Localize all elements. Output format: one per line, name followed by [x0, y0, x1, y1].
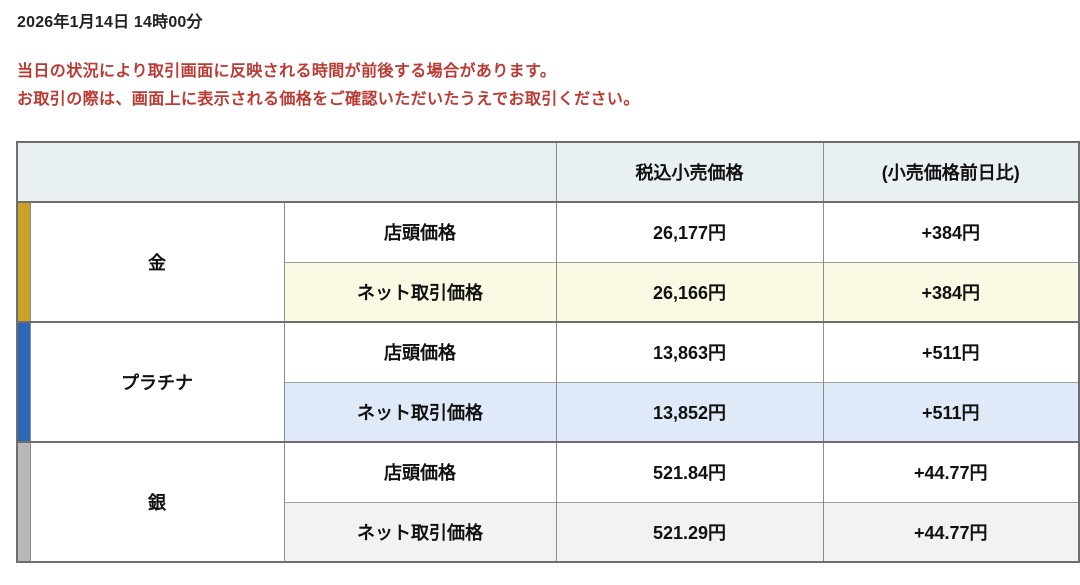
table-row-gold-net: ネット取引価格 26,166円 +384円: [17, 261, 1080, 322]
platinum-store-price: 13,863円: [555, 321, 824, 382]
price-type-store: 店頭価格: [283, 441, 557, 502]
notice-line-1: 当日の状況により取引画面に反映される時間が前後する場合があります。: [17, 63, 557, 80]
header-retail-price: 税込小売価格: [555, 142, 824, 203]
table-body: 金 店頭価格 26,177円 +384円 ネット取引価格 26,166円 +38…: [17, 201, 1080, 562]
price-type-net: ネット取引価格: [283, 501, 557, 562]
silver-net-price: 521.29円: [555, 501, 824, 562]
table-row-platinum-store: プラチナ 店頭価格 13,863円 +511円: [17, 321, 1080, 442]
gold-net-price: 26,166円: [555, 261, 824, 322]
silver-accent-bar: [17, 441, 31, 562]
platinum-accent-bar: [17, 321, 31, 442]
metal-name-silver: 銀: [29, 441, 285, 562]
header-row: 税込小売価格 (小売価格前日比): [17, 142, 1080, 203]
gold-net-diff: +384円: [822, 261, 1080, 322]
table-row-silver-store: 銀 店頭価格 521.84円 +44.77円: [17, 441, 1080, 562]
timestamp: 2026年1月14日 14時00分: [17, 14, 203, 31]
silver-net-diff: +44.77円: [822, 501, 1080, 562]
platinum-net-diff: +511円: [822, 381, 1080, 442]
metal-price-table: 税込小売価格 (小売価格前日比) 金 店頭価格 26,177円 +384円 ネッ…: [16, 141, 1080, 563]
header-blank-cell: [17, 142, 557, 203]
silver-store-diff: +44.77円: [822, 441, 1080, 502]
price-type-store: 店頭価格: [283, 201, 557, 262]
price-type-net: ネット取引価格: [283, 261, 557, 322]
gold-store-diff: +384円: [822, 201, 1080, 262]
silver-store-price: 521.84円: [555, 441, 824, 502]
metal-name-platinum: プラチナ: [29, 321, 285, 442]
gold-accent-bar: [17, 201, 31, 322]
platinum-store-diff: +511円: [822, 321, 1080, 382]
table-header: 税込小売価格 (小売価格前日比): [17, 142, 1080, 203]
table-row-gold-store: 金 店頭価格 26,177円 +384円: [17, 201, 1080, 322]
header-day-diff: (小売価格前日比): [822, 142, 1080, 203]
notice-text: 当日の状況により取引画面に反映される時間が前後する場合があります。 お取引の際は…: [17, 58, 640, 114]
price-type-net: ネット取引価格: [283, 381, 557, 442]
metal-name-gold: 金: [29, 201, 285, 322]
platinum-net-price: 13,852円: [555, 381, 824, 442]
gold-store-price: 26,177円: [555, 201, 824, 262]
price-type-store: 店頭価格: [283, 321, 557, 382]
notice-line-2: お取引の際は、画面上に表示される価格をご確認いただいたうえでお取引ください。: [17, 91, 640, 108]
